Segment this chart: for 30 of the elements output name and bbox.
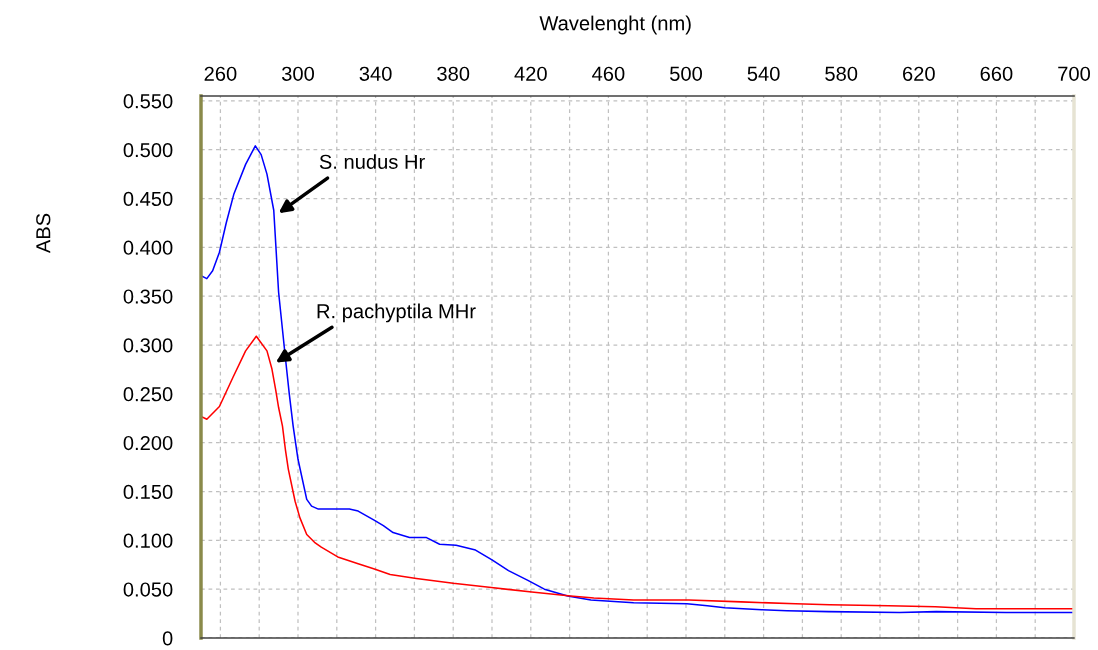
x-tick-label: 380	[437, 66, 470, 81]
y-tick-label: 0.050	[123, 582, 173, 597]
y-tick-label: 0.300	[123, 338, 173, 353]
y-tick-label: 0.250	[123, 387, 173, 402]
x-tick-label: 500	[670, 66, 703, 81]
y-tick-label: 0.100	[123, 533, 173, 548]
x-tick-label: 260	[204, 66, 237, 81]
y-tick-label: 0	[162, 631, 173, 646]
x-tick-label: 700	[1058, 66, 1091, 81]
x-axis-title: Wavelenght (nm)	[539, 15, 691, 35]
y-axis-title: ABS	[36, 213, 51, 254]
y-tick-label: 0.350	[123, 289, 173, 304]
y-tick-label: 0.550	[123, 94, 173, 109]
x-tick-label: 460	[592, 66, 625, 81]
line-series	[201, 335, 1074, 610]
x-tick-label: 620	[903, 66, 935, 81]
x-tick-label: 340	[359, 66, 392, 81]
annotation: R. pachyptila MHr	[317, 303, 476, 323]
y-tick-label: 0.400	[123, 240, 173, 255]
line-series	[201, 145, 1074, 614]
y-tick-label: 0.150	[123, 484, 173, 500]
x-tick-label: 660	[980, 66, 1013, 81]
y-tick-label: 0.500	[123, 142, 173, 158]
y-tick-label: 0.450	[123, 191, 173, 207]
annotation: S. nudus Hr	[319, 154, 425, 169]
y-tick-label: 0.200	[123, 435, 173, 451]
x-tick-label: 300	[281, 66, 315, 81]
x-tick-label: 540	[747, 66, 780, 81]
x-tick-label: 580	[825, 66, 858, 81]
x-tick-label: 420	[514, 66, 547, 81]
